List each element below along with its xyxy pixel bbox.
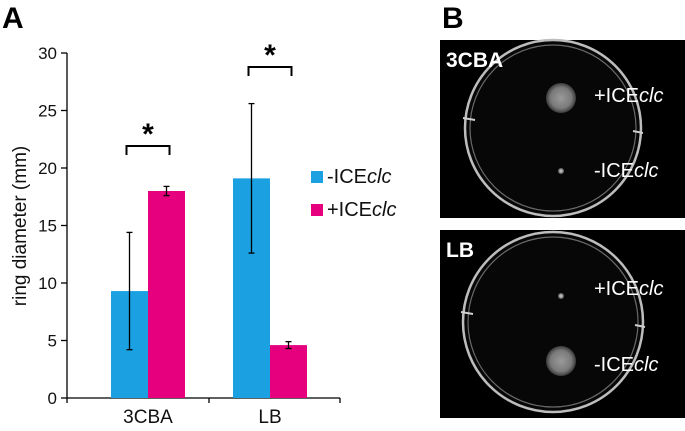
- petri-dish-rim: [463, 38, 643, 218]
- legend-swatch: [311, 204, 323, 216]
- significance-brackets: **: [125, 39, 293, 155]
- y-tick-label: 25: [38, 102, 57, 121]
- y-axis-ticks: 0 5 10 15 20 25 30: [38, 44, 67, 408]
- plate-annotation: -ICEclc: [594, 160, 658, 182]
- plate-photos: 3CBA +ICEclc -ICEclc LB +ICEclc -ICEclc: [440, 38, 685, 418]
- plate-panel: LB +ICEclc -ICEclc: [440, 230, 685, 418]
- colony-halo: [546, 346, 576, 376]
- bar: [148, 191, 185, 398]
- petri-dish-inner-rim: [467, 236, 639, 408]
- colony-dot: [558, 168, 564, 174]
- panel-a-letter: A: [2, 2, 24, 35]
- y-tick-label: 5: [48, 332, 57, 351]
- bar: [270, 345, 307, 398]
- significance-star: *: [142, 118, 154, 151]
- legend: -ICEclc +ICEclc: [311, 166, 396, 221]
- category-label: LB: [258, 407, 281, 428]
- significance-bracket: [125, 145, 171, 155]
- plate-panel: 3CBA +ICEclc -ICEclc: [440, 38, 685, 218]
- legend-label: +ICEclc: [327, 199, 396, 221]
- dish-notch: [632, 130, 644, 134]
- petri-dish-rim: [461, 230, 645, 414]
- plate-label: LB: [446, 239, 474, 262]
- colony-dot: [558, 293, 564, 299]
- dish-notch: [634, 324, 646, 328]
- plate-annotation: -ICEclc: [594, 354, 658, 376]
- category-label: 3CBA: [123, 407, 173, 428]
- colony-halo: [546, 83, 576, 113]
- category-labels: 3CBA LB: [66, 398, 341, 428]
- panel-b-letter: B: [442, 2, 464, 35]
- plate-annotation: +ICEclc: [594, 85, 663, 107]
- y-axis-title: ring diameter (mm): [10, 146, 31, 306]
- y-tick-label: 0: [48, 389, 57, 408]
- legend-label: -ICEclc: [327, 166, 391, 188]
- bars: [111, 178, 307, 398]
- y-tick-label: 20: [38, 159, 57, 178]
- dish-notch: [462, 117, 476, 121]
- plate-annotation: +ICEclc: [594, 278, 663, 300]
- dish-notch: [460, 311, 474, 315]
- petri-dish-inner-rim: [469, 44, 637, 212]
- significance-star: *: [264, 39, 276, 72]
- plate-label: 3CBA: [446, 49, 503, 72]
- y-tick-label: 10: [38, 274, 57, 293]
- significance-bracket: [247, 66, 293, 76]
- y-tick-label: 30: [38, 44, 57, 63]
- y-tick-label: 15: [38, 217, 57, 236]
- error-bars: [126, 102, 292, 351]
- legend-swatch: [311, 171, 323, 183]
